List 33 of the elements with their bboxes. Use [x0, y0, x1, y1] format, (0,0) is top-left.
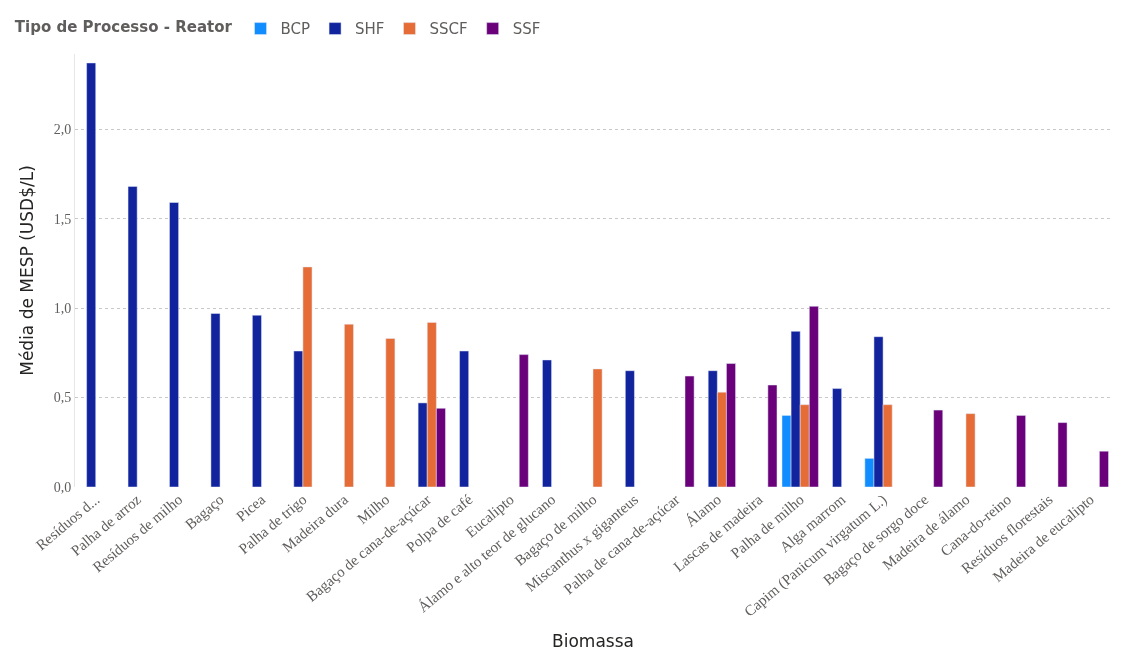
bar: [592, 368, 603, 487]
y-tick-label: 0,0: [53, 479, 72, 495]
bar: [169, 202, 179, 487]
bar: [1099, 450, 1109, 487]
y-tick-label: 1,5: [53, 211, 72, 227]
y-tick-label: 0,5: [53, 390, 72, 406]
bar: [1016, 415, 1026, 487]
bar: [252, 314, 262, 487]
bar: [385, 338, 396, 487]
bar: [625, 370, 635, 487]
bar: [832, 388, 842, 487]
bar: [933, 409, 943, 487]
bar: [344, 323, 354, 487]
y-tick-label: 2,0: [53, 122, 72, 138]
bar: [210, 313, 221, 487]
bar: [127, 186, 138, 487]
y-axis-title: Média de MESP (USD$/L): [17, 165, 38, 376]
x-axis-title: Biomassa: [552, 630, 634, 651]
bar: [684, 375, 695, 487]
legend-title: Tipo de Processo - Reator: [14, 17, 233, 36]
bar: [86, 62, 96, 487]
bar: [1057, 422, 1068, 487]
bar: [542, 359, 552, 487]
legend-label: SSF: [512, 20, 541, 39]
x-tick-label: Picea: [233, 491, 269, 525]
legend-label: SSCF: [429, 20, 468, 39]
bar: [459, 350, 469, 487]
y-tick-label: 1,0: [53, 300, 72, 316]
bar: [518, 354, 529, 487]
legend-label: BCP: [280, 20, 311, 39]
legend-label: SHF: [355, 20, 385, 39]
bar: [767, 384, 778, 487]
bar: [965, 413, 976, 487]
